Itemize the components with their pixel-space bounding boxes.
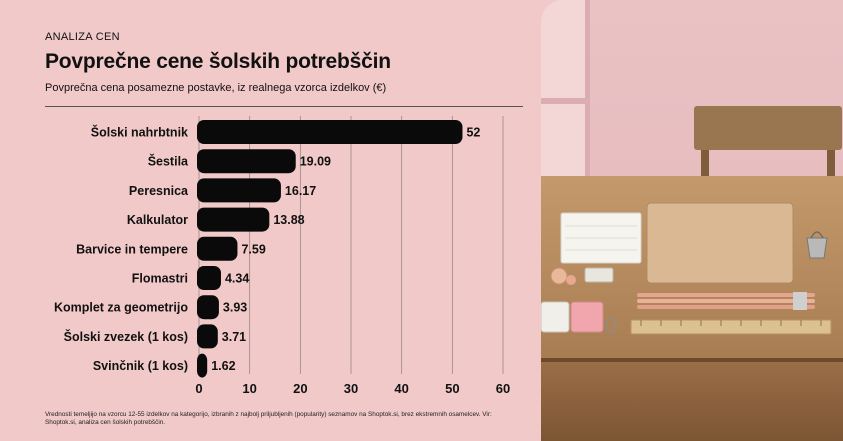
pencil-shavings-icon: [550, 267, 576, 285]
value-label: 3.71: [222, 330, 246, 344]
category-label: Komplet za geometrijo: [54, 301, 188, 315]
x-tick-label: 30: [344, 381, 358, 396]
section-label: ANALIZA CEN: [45, 31, 120, 43]
value-label: 4.34: [225, 272, 249, 286]
bar: [197, 353, 208, 378]
category-label: Šolski nahrbtnik: [91, 125, 188, 140]
chart-panel: ANALIZA CEN Povprečne cene šolskih potre…: [45, 31, 523, 426]
chart-title: Povprečne cene šolskih potrebščin: [45, 50, 391, 73]
x-tick-label: 0: [195, 381, 202, 396]
bar: [197, 236, 238, 261]
category-label: Flomastri: [132, 272, 188, 286]
value-label: 13.88: [273, 213, 304, 227]
chair-icon: [694, 106, 842, 190]
chart-subtitle: Povprečna cena posamezne postavke, iz re…: [45, 82, 387, 94]
divider: [45, 106, 523, 107]
x-tick-label: 60: [496, 381, 510, 396]
school-supplies-photo: [541, 0, 843, 441]
x-tick-label: 10: [242, 381, 256, 396]
eraser-icon: [541, 301, 604, 333]
x-tick-label: 40: [394, 381, 408, 396]
bar: [197, 120, 463, 144]
category-label: Svinčnik (1 kos): [93, 359, 188, 373]
value-label: 1.62: [211, 359, 235, 373]
window-icon: [541, 0, 590, 190]
bar: [197, 295, 219, 320]
x-tick-label: 20: [293, 381, 307, 396]
sharpener-icon: [584, 267, 614, 283]
notebook-icon: [646, 202, 794, 284]
value-label: 16.17: [285, 184, 316, 198]
binder-clip-icon: [806, 231, 828, 259]
category-label: Peresnica: [129, 184, 189, 198]
value-label: 7.59: [241, 242, 265, 256]
ruler-icon: [630, 319, 832, 335]
bar: [197, 178, 281, 203]
value-label: 19.09: [300, 155, 331, 169]
source-note: Vrednosti temeljijo na vzorcu 12-55 izde…: [45, 411, 492, 426]
bar: [197, 324, 218, 349]
bar: [197, 266, 221, 290]
notepad-icon: [560, 212, 642, 264]
value-label: 52: [466, 126, 480, 140]
bar-chart: 0 10 20 30 40 50 60 Šolski nahrbtnik 52 Šestila 19…: [54, 116, 510, 396]
category-label: Kalkulator: [127, 213, 188, 227]
paper-clip-icon: [606, 317, 616, 333]
bar: [197, 149, 296, 174]
value-label: 3.93: [223, 301, 247, 315]
category-label: Šolski zvezek (1 kos): [64, 329, 188, 344]
x-tick-label: 50: [445, 381, 459, 396]
category-label: Barvice in tempere: [76, 242, 188, 256]
pencils-icon: [637, 292, 815, 310]
bar: [197, 207, 270, 232]
category-label: Šestila: [148, 154, 189, 169]
